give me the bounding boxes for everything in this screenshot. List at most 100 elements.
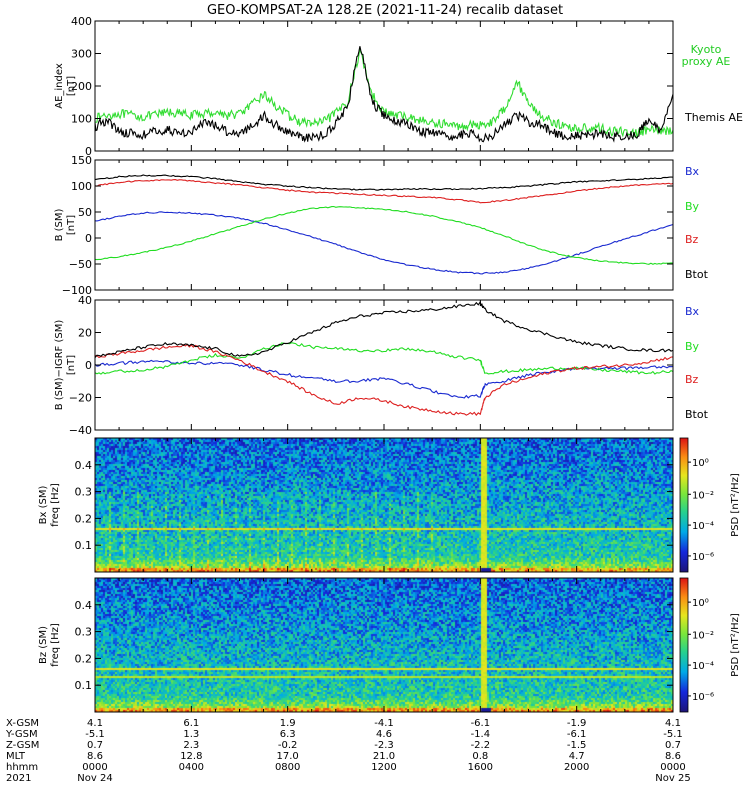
panel-0-ytick-label: 300 (71, 48, 92, 61)
panel-3-ylabel: freq [Hz] (50, 483, 61, 527)
panel-1-ytick-label: 150 (71, 154, 92, 167)
xaxis-col-2-row-3: 17.0 (277, 751, 299, 762)
panel-1-ytick-label: 50 (78, 206, 92, 219)
panel-1-legend-bz: Bz (685, 233, 699, 246)
xaxis-col-5-row-0: -1.9 (567, 718, 587, 729)
panel-0-series-0 (95, 48, 673, 140)
panel-1: −100 −50 0 50 100 150 B (SM) [nT] Bx By Bz Btot (54, 154, 709, 297)
panel-3-ytick-label: 0.4 (75, 459, 93, 472)
xaxis-col-1-row-0: 6.1 (183, 718, 199, 729)
panel-3-ytick-label: 0.1 (75, 539, 93, 552)
xaxis-col-1-row-2: 2.3 (183, 740, 199, 751)
xaxis-col-4-row-0: -6.1 (471, 718, 491, 729)
panel-0-ylabel: [nT] (66, 76, 77, 96)
xaxis-col-3-row-1: 4.6 (376, 729, 392, 740)
panel-1-ytick-label: −100 (62, 284, 92, 297)
panel-1-series-0 (95, 211, 673, 275)
xaxis-col-5-row-3: 4.7 (569, 751, 585, 762)
panel-0-series-1 (95, 46, 673, 143)
panel-3-ytick-label: 0.2 (75, 512, 93, 525)
panel-1-ytick-label: 100 (71, 180, 92, 193)
panel-4-spectrogram (95, 578, 673, 712)
panel-3-colorbar-tick-label: 10⁻⁴ (692, 521, 714, 532)
panel-2-ylabel: B (SM)−IGRF (SM) (54, 320, 65, 411)
xaxis-row-label-2: Z-GSM (6, 740, 39, 751)
panel-0-ylabel: AE_index (54, 63, 65, 109)
panel-0-ytick-label: 200 (71, 80, 92, 93)
panel-2-series-2 (95, 343, 673, 416)
panel-3-colorbar-label: PSD [nT²/Hz] (730, 473, 741, 537)
xaxis-col-2-row-1: 6.3 (280, 729, 296, 740)
panel-1-ytick-label: −50 (69, 258, 92, 271)
panel-2-legend-bz: Bz (685, 373, 699, 386)
xaxis-col-1-row-1: 1.3 (183, 729, 199, 740)
panel-3-spectrogram-canvas (95, 438, 673, 572)
xaxis-col-3-row-0: -4.1 (374, 718, 394, 729)
panel-2-legend-bx: Bx (685, 305, 700, 318)
panel-3-spectrogram (95, 438, 673, 572)
panel-0-ytick-label: 100 (71, 113, 92, 126)
xaxis-col-3-row-4: 1200 (371, 762, 396, 773)
panel-4: 0.1 0.2 0.3 0.4 Bz (SM) freq [Hz] 10⁰ 10⁻² 10⁻⁴ 1… (38, 577, 741, 713)
panel-4-colorbar-tick-label: 10⁰ (692, 598, 709, 609)
legend-kyoto-proxy-ae: Kyoto (691, 43, 722, 56)
panel-2-ytick-label: −20 (69, 392, 92, 405)
panel-4-colorbar-tick-label: 10⁻⁴ (692, 661, 714, 672)
xaxis-col-6-row-1: -5.1 (663, 729, 683, 740)
xaxis-col-0-row-3: 8.6 (87, 751, 103, 762)
xaxis-col-6-row-5: Nov 25 (655, 773, 690, 784)
panel-3: 0.1 0.2 0.3 0.4 Bx (SM) freq [Hz] 10⁰ 10⁻² 10⁻⁴ 1… (38, 437, 741, 573)
chart-title: GEO-KOMPSAT-2A 128.2E (2021-11-24) recal… (207, 3, 563, 18)
panel-4-colorbar-tick-label: 10⁻⁶ (692, 692, 714, 703)
panel-2-series-1 (95, 342, 673, 375)
panel-4-colorbar-tick-label: 10⁻² (692, 630, 714, 641)
xaxis-col-1-row-4: 0400 (179, 762, 204, 773)
panel-2-ytick-label: −40 (69, 424, 92, 437)
panel-4-colorbar-label: PSD [nT²/Hz] (730, 613, 741, 677)
panel-2-ytick-label: 20 (78, 327, 92, 340)
panel-0-ytick-label: 0 (85, 145, 92, 158)
xaxis-col-4-row-2: -2.2 (471, 740, 491, 751)
panel-1-series-2 (95, 179, 673, 204)
panel-2-legend-by: By (685, 340, 700, 353)
xaxis-col-0-row-0: 4.1 (87, 718, 103, 729)
xaxis-col-6-row-2: 0.7 (665, 740, 681, 751)
xaxis-col-0-row-2: 0.7 (87, 740, 103, 751)
xaxis-col-6-row-3: 8.6 (665, 751, 681, 762)
panel-1-series-1 (95, 205, 673, 265)
panel-3-colorbar-tick-label: 10⁰ (692, 458, 709, 469)
xaxis-col-5-row-2: -1.5 (567, 740, 587, 751)
panel-1-ylabel: [nT] (66, 215, 77, 235)
panel-1-ylabel: B (SM) (54, 208, 65, 241)
panel-2-frame (94, 299, 674, 431)
xaxis-col-3-row-2: -2.3 (374, 740, 394, 751)
panel-4-ylabel: freq [Hz] (50, 623, 61, 667)
panel-3-ytick-label: 0.3 (75, 486, 93, 499)
xaxis-col-4-row-3: 0.8 (472, 751, 488, 762)
panel-3-ylabel: Bx (SM) (38, 486, 49, 525)
xaxis-col-0-row-1: -5.1 (85, 729, 105, 740)
panel-2-legend-btot: Btot (685, 408, 709, 421)
xaxis-col-0-row-4: 0000 (82, 762, 107, 773)
panel-4-ytick-label: 0.3 (75, 626, 93, 639)
xaxis-row-label-1: Y-GSM (5, 729, 38, 740)
xaxis-col-2-row-2: -0.2 (278, 740, 298, 751)
panel-0-ytick-label: 400 (71, 15, 92, 28)
xaxis-row-label-5: 2021 (6, 773, 31, 784)
xaxis-col-1-row-3: 12.8 (180, 751, 202, 762)
xaxis-col-6-row-0: 4.1 (665, 718, 681, 729)
xaxis-col-6-row-4: 0000 (660, 762, 685, 773)
xaxis-col-3-row-3: 21.0 (373, 751, 395, 762)
panel-2-ylabel: [nT] (66, 355, 77, 375)
panel-1-ytick-label: 0 (85, 232, 92, 245)
panel-4-ytick-label: 0.1 (75, 679, 93, 692)
xaxis-row-label-4: hhmm (6, 762, 38, 773)
panel-4-ytick-label: 0.4 (75, 599, 93, 612)
panel-1-legend-by: By (685, 200, 700, 213)
panel-2-series-3 (95, 300, 673, 359)
xaxis-col-2-row-4: 0800 (275, 762, 300, 773)
xaxis-col-0-row-5: Nov 24 (77, 773, 112, 784)
xaxis-col-5-row-1: -6.1 (567, 729, 587, 740)
